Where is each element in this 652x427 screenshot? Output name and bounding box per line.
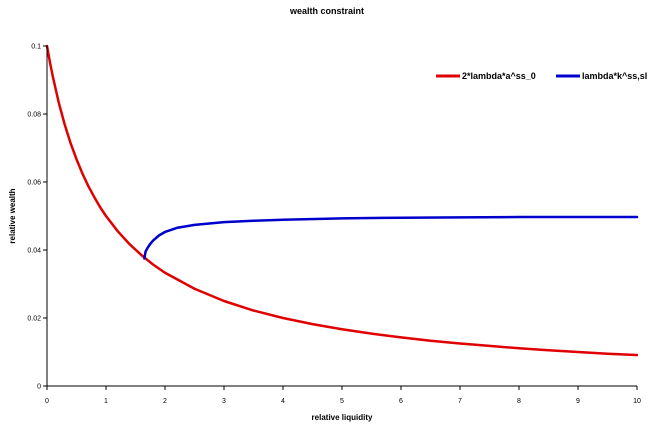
x-tick-label: 0 (45, 398, 49, 405)
series-layer (45, 44, 639, 357)
y-tick-label: 0.08 (27, 112, 41, 119)
y-axis-label: relative wealth (8, 188, 17, 243)
x-tick-label: 10 (633, 398, 641, 405)
x-tick-label: 6 (399, 398, 403, 405)
series-line-1 (143, 215, 639, 260)
x-tick-label: 3 (222, 398, 226, 405)
y-tick-label: 0.02 (27, 316, 41, 323)
series-line-0 (45, 44, 639, 357)
y-tick-label: 0 (37, 384, 41, 391)
x-ticks: 0 1 2 3 4 5 6 7 8 9 10 (45, 386, 641, 405)
x-axis-label: relative liquidity (312, 413, 373, 422)
y-tick-label: 0.1 (31, 44, 41, 51)
y-tick-label: 0.04 (27, 248, 41, 255)
y-ticks: 0 0.02 0.04 0.06 0.08 0.1 (27, 44, 47, 391)
x-tick-label: 9 (576, 398, 580, 405)
x-tick-label: 4 (281, 398, 285, 405)
legend-label-0: 2*lambda*a^ss_0 (462, 71, 536, 81)
chart-title: wealth constraint (289, 6, 364, 16)
x-tick-label: 1 (104, 398, 108, 405)
legend: 2*lambda*a^ss_0 lambda*k^ss,sl (436, 71, 647, 81)
x-tick-label: 2 (163, 398, 167, 405)
legend-label-1: lambda*k^ss,sl (582, 71, 647, 81)
y-tick-label: 0.06 (27, 180, 41, 187)
x-tick-label: 5 (340, 398, 344, 405)
x-tick-label: 8 (517, 398, 521, 405)
x-tick-label: 7 (458, 398, 462, 405)
